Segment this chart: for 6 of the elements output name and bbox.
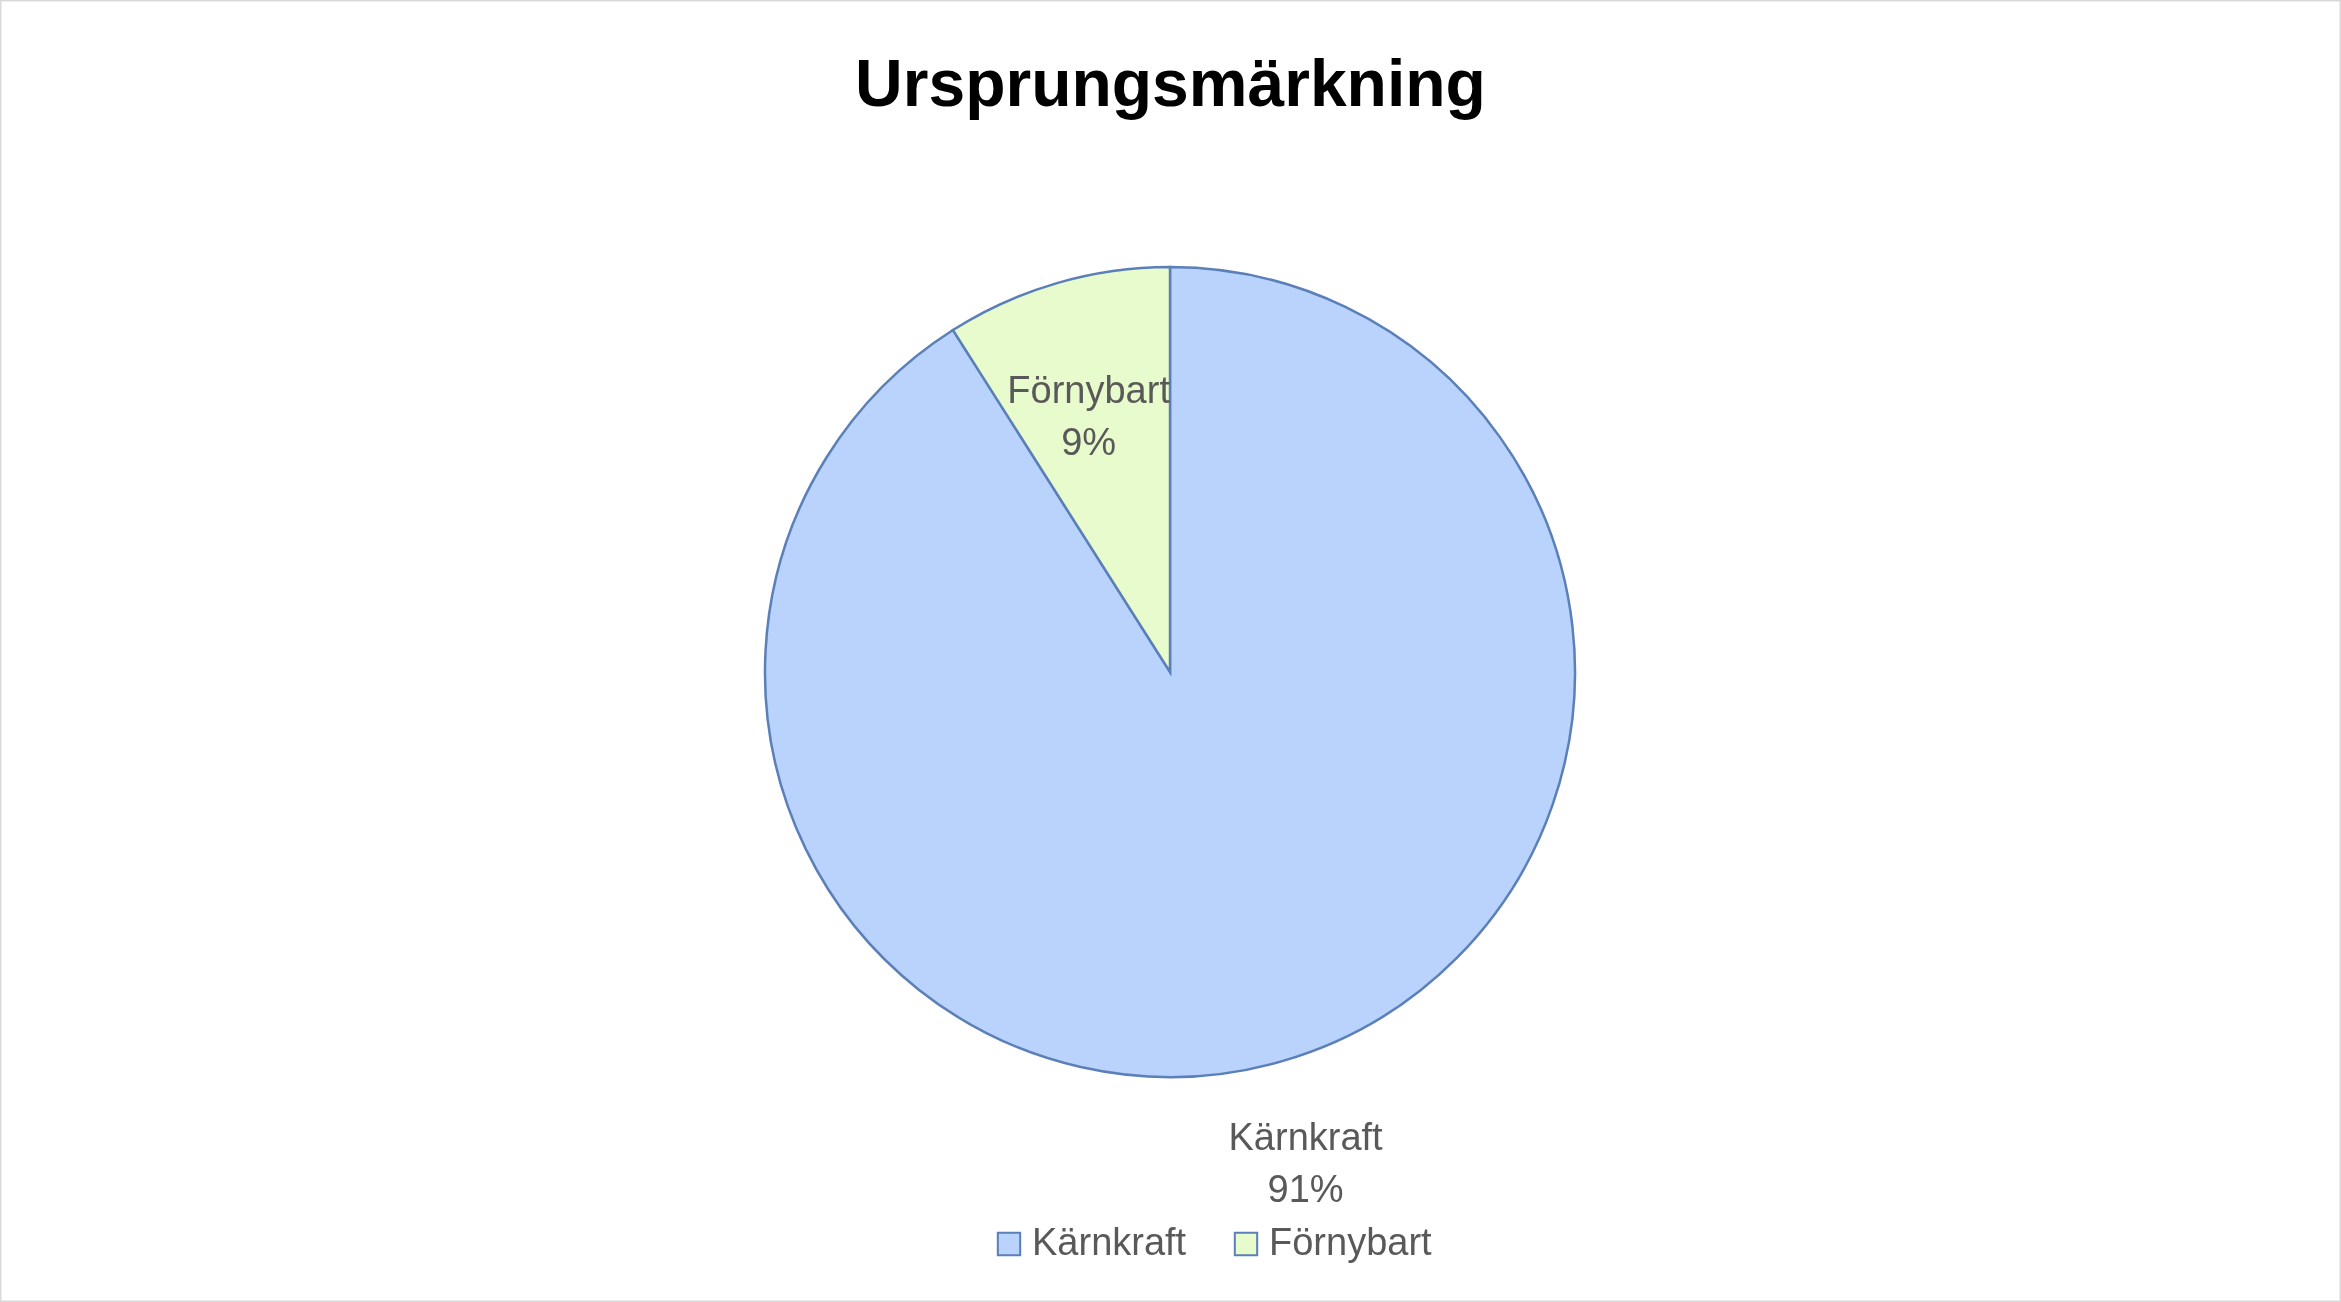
data-label: 91%: [1267, 1167, 1344, 1210]
legend-label: Kärnkraft: [1032, 1221, 1187, 1263]
data-label: 9%: [1061, 420, 1117, 463]
chart-title: Ursprungsmärkning: [855, 46, 1486, 120]
legend-label: Förnybart: [1269, 1221, 1433, 1263]
slice-label: Kärnkraft: [1228, 1115, 1384, 1158]
